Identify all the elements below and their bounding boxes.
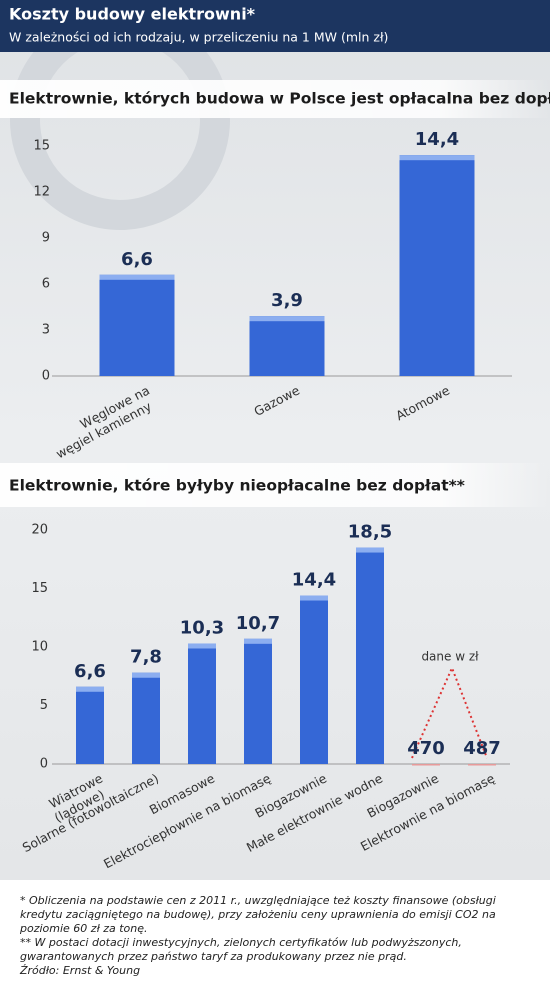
bar — [412, 763, 440, 766]
source: Źródło: Ernst & Young — [19, 964, 140, 977]
title: Koszty budowy elektrowni* — [9, 5, 256, 24]
bar-cap — [99, 274, 175, 280]
value-label: 18,5 — [348, 522, 392, 543]
value-label: 10,7 — [236, 613, 280, 634]
y-tick-label: 15 — [33, 139, 50, 154]
header-band — [0, 0, 550, 52]
bar — [244, 638, 272, 764]
value-label: 6,6 — [74, 661, 106, 682]
bar — [468, 763, 496, 766]
bar — [188, 643, 216, 764]
footnote: gwarantowanych przez państwo taryf za pr… — [20, 950, 407, 963]
bar — [132, 672, 160, 764]
bar — [249, 316, 325, 376]
section-title: Elektrownie, które byłyby nieopłacalne b… — [9, 477, 465, 495]
y-tick-label: 3 — [42, 323, 50, 338]
y-tick-label: 0 — [42, 369, 50, 384]
bar — [99, 274, 175, 376]
section-band — [0, 80, 550, 118]
value-label: 470 — [407, 738, 445, 759]
value-label: 14,4 — [292, 570, 336, 591]
y-tick-label: 6 — [42, 277, 50, 292]
footnote: ** W postaci dotacji inwestycyjnych, zie… — [20, 936, 462, 949]
footnote: * Obliczenia na podstawie cen z 2011 r.,… — [20, 894, 496, 907]
footnote: kredytu zaciągniętego na budowę), przy z… — [20, 908, 496, 921]
bar-cap — [188, 643, 216, 649]
y-tick-label: 12 — [33, 185, 50, 200]
footnote: poziomie 60 zł za tonę. — [19, 922, 148, 935]
bar-cap — [399, 155, 475, 161]
annotation: dane w zł — [421, 650, 479, 664]
y-tick-label: 20 — [31, 523, 48, 538]
value-label: 7,8 — [130, 647, 162, 668]
y-tick-label: 15 — [31, 581, 48, 596]
bar-cap — [244, 638, 272, 644]
value-label: 6,6 — [121, 249, 153, 270]
value-label: 10,3 — [180, 617, 224, 638]
y-tick-label: 0 — [40, 757, 48, 772]
bar-cap — [76, 686, 104, 692]
footer-band — [0, 880, 550, 995]
bar-cap — [249, 316, 325, 322]
subtitle: W zależności od ich rodzaju, w przelicze… — [9, 30, 388, 45]
bar — [356, 547, 384, 764]
section-title: Elektrownie, których budowa w Polsce jes… — [9, 90, 550, 108]
bar — [76, 686, 104, 764]
value-label: 3,9 — [271, 290, 303, 311]
y-tick-label: 5 — [40, 698, 48, 713]
bar — [399, 155, 475, 376]
value-label: 14,4 — [415, 129, 459, 150]
section-band — [0, 463, 550, 507]
y-tick-label: 10 — [31, 640, 48, 655]
bar — [300, 595, 328, 764]
bar-cap — [300, 595, 328, 601]
value-label: 487 — [463, 738, 501, 759]
bar-cap — [132, 672, 160, 678]
y-tick-label: 9 — [42, 231, 50, 246]
bar-cap — [356, 547, 384, 553]
